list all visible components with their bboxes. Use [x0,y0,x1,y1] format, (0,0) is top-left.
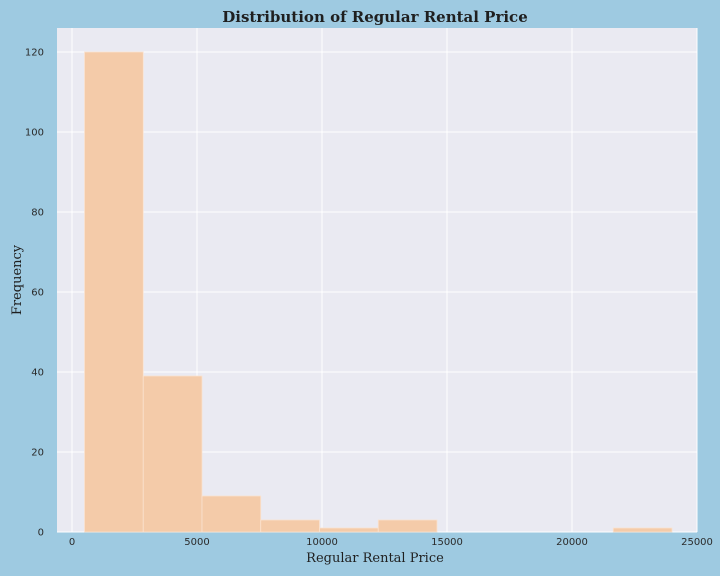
x-tick-label: 15000 [431,537,463,548]
histogram-bar [319,527,379,533]
y-tick-label: 120 [25,48,44,59]
histogram-bar [260,519,320,533]
histogram-bar [142,375,203,533]
histogram-bars [84,51,673,533]
histogram-bar [201,495,262,533]
x-tick-label: 10000 [306,537,338,548]
y-tick-label: 0 [38,528,44,539]
x-tick-label: 0 [69,537,75,548]
y-tick-label: 60 [31,288,44,299]
histogram-bar [612,527,673,533]
x-tick-label: 20000 [556,537,588,548]
y-tick-label: 20 [31,448,44,459]
y-tick-labels: 0 20 40 60 80 100 120 [25,48,44,539]
y-axis-label: Frequency [10,244,25,315]
x-tick-label: 5000 [184,537,209,548]
y-tick-label: 100 [25,128,44,139]
histogram-bar [377,519,438,533]
histogram-bar [84,51,144,533]
x-axis-label: Regular Rental Price [306,551,444,566]
y-tick-label: 80 [31,208,44,219]
x-tick-labels: 0 5000 10000 15000 20000 25000 [69,537,713,548]
chart-title: Distribution of Regular Rental Price [222,8,528,26]
y-tick-label: 40 [31,368,44,379]
x-tick-label: 25000 [681,537,713,548]
